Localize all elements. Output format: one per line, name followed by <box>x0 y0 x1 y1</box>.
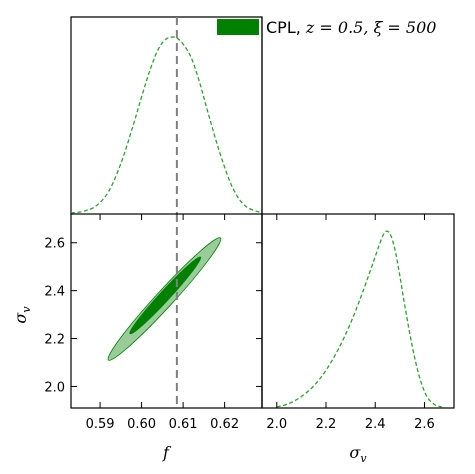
legend-label-math: z = 0.5, ξ = 500 <box>305 18 437 37</box>
sigma-xtick-label: 2.4 <box>365 417 386 432</box>
joint-ytick-label: 2.0 <box>44 380 65 395</box>
marginal-sigma-frame <box>261 213 455 409</box>
contours-group <box>107 237 222 361</box>
legend-label-prefix: CPL, <box>266 18 306 37</box>
joint-xtick-label: 0.60 <box>127 417 156 432</box>
marginal-f-panel <box>70 16 263 214</box>
joint-ylabel: σv <box>11 306 33 324</box>
joint-xticks: 0.59 0.60 0.61 0.62 <box>86 214 239 432</box>
joint-ytick-label: 2.2 <box>44 333 65 348</box>
marginal-f-curve <box>70 36 263 214</box>
sigma-xtick-label: 2.0 <box>266 417 287 432</box>
joint-yticks: 2.0 2.2 2.4 2.6 <box>44 237 262 395</box>
joint-ytick-label: 2.6 <box>44 237 65 252</box>
joint-panel: 0.59 0.60 0.61 0.62 2.0 2.2 2.4 2.6 f σv <box>11 213 263 462</box>
joint-xtick-label: 0.61 <box>169 417 198 432</box>
marginal-f-frame <box>70 16 263 214</box>
joint-xtick-label: 0.62 <box>210 417 239 432</box>
legend-label: CPL, z = 0.5, ξ = 500 <box>266 18 436 37</box>
marginal-sigma-panel: 2.0 2.2 2.4 2.6 σv <box>261 17 455 465</box>
legend-swatch <box>217 19 259 35</box>
joint-xtick-label: 0.59 <box>86 417 115 432</box>
marginal-sigma-xlabel: σv <box>349 443 367 465</box>
contour-68 <box>129 256 202 335</box>
marginal-sigma-curve <box>276 230 442 408</box>
joint-ytick-label: 2.4 <box>44 285 65 300</box>
marginal-sigma-xticks: 2.0 2.2 2.4 2.6 <box>266 214 435 432</box>
joint-xlabel: f <box>162 443 172 462</box>
joint-frame <box>70 213 263 409</box>
sigma-xtick-label: 2.2 <box>316 417 337 432</box>
legend: CPL, z = 0.5, ξ = 500 <box>217 18 436 37</box>
sigma-xtick-label: 2.6 <box>414 417 435 432</box>
